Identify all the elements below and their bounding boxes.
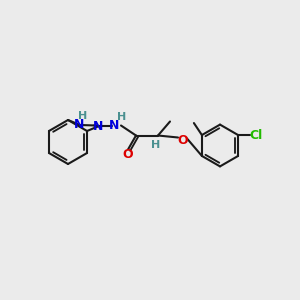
Text: H: H [117, 112, 127, 122]
Text: N: N [93, 121, 103, 134]
Text: H: H [78, 111, 88, 121]
Text: N: N [109, 119, 119, 132]
Text: O: O [123, 148, 133, 161]
Text: H: H [152, 140, 160, 151]
Text: Cl: Cl [250, 128, 263, 142]
Text: N: N [74, 118, 84, 130]
Text: O: O [178, 134, 188, 147]
